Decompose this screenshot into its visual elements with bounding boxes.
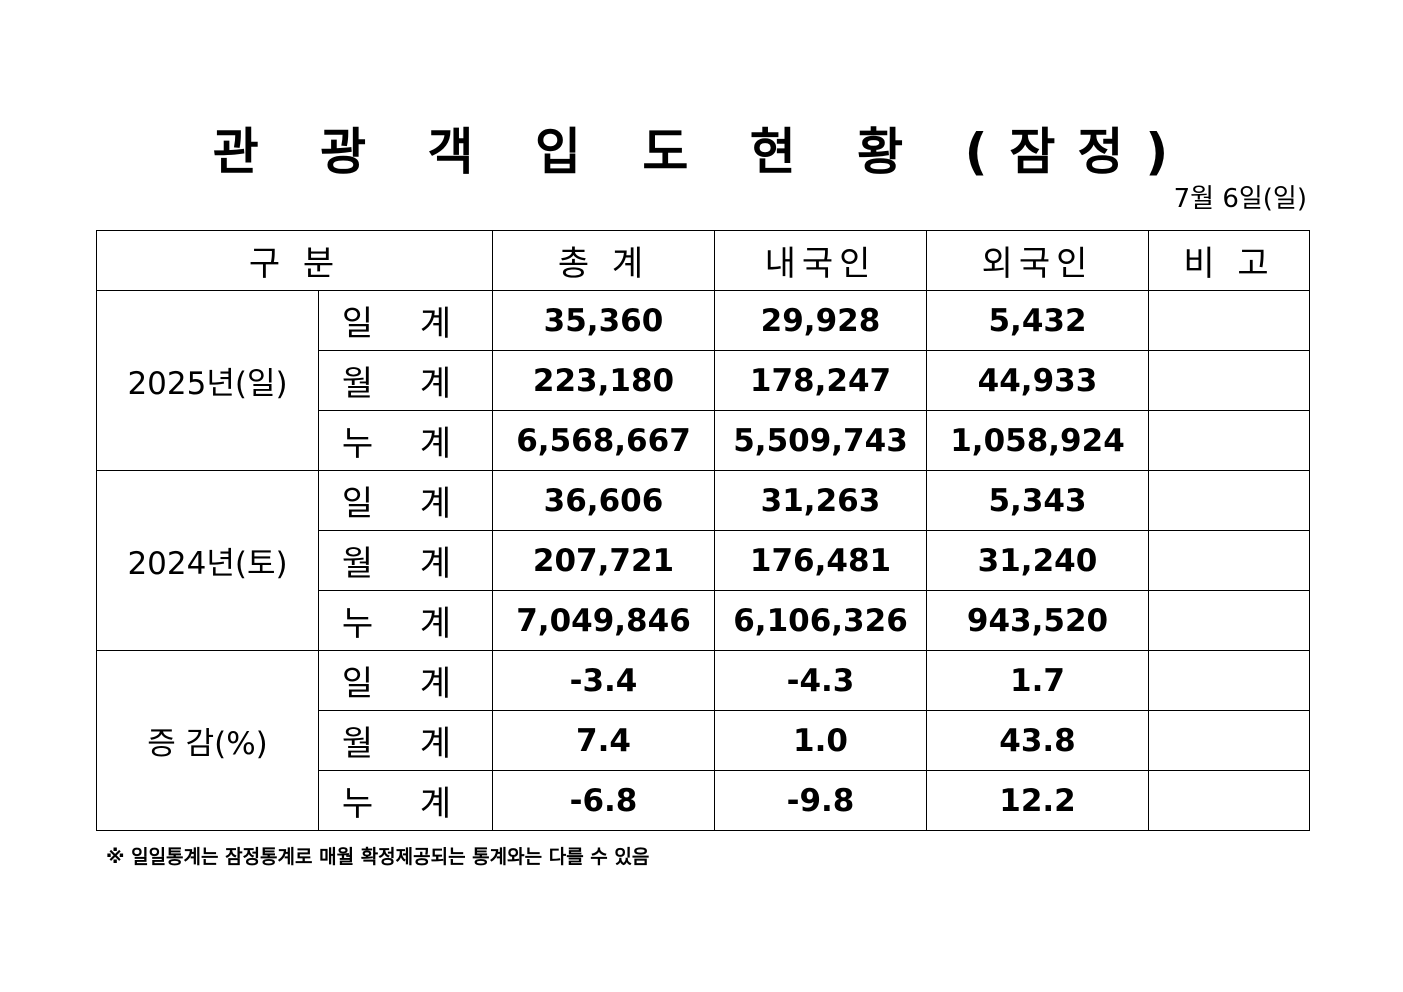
tourist-stats-table: 구 분 총 계 내국인 외국인 비 고 2025년(일) 일 계 35,360 … — [96, 230, 1310, 831]
cell-total: 6,568,667 — [492, 410, 715, 471]
cell-total: 36,606 — [492, 470, 715, 531]
table-row: 2024년(토) 일 계 36,606 31,263 5,343 — [96, 470, 1310, 651]
cell-remarks — [1148, 350, 1310, 411]
table-row: 월 계 7.4 1.0 43.8 — [97, 710, 1310, 771]
cell-total: 7,049,846 — [492, 590, 715, 651]
table-row: 누 계 -6.8 -9.8 12.2 — [97, 770, 1310, 831]
table-row: 증 감(%) 일 계 -3.4 -4.3 1.7 — [96, 650, 1310, 831]
cell-domestic: 176,481 — [714, 530, 927, 591]
row-label: 일 계 — [318, 290, 493, 351]
cell-foreign: 5,343 — [926, 470, 1149, 531]
header-category: 구 분 — [96, 230, 493, 291]
group-label-change: 증 감(%) — [96, 650, 319, 831]
row-label: 누 계 — [318, 590, 493, 651]
cell-foreign: 43.8 — [926, 710, 1149, 771]
cell-remarks — [1148, 650, 1310, 711]
cell-foreign: 44,933 — [926, 350, 1149, 411]
cell-domestic: 5,509,743 — [714, 410, 927, 471]
header-total: 총 계 — [492, 230, 715, 291]
row-label: 월 계 — [318, 710, 493, 771]
cell-foreign: 5,432 — [926, 290, 1149, 351]
row-label: 누 계 — [318, 410, 493, 471]
header-foreign: 외국인 — [926, 230, 1149, 291]
cell-remarks — [1148, 770, 1310, 831]
footnote: ※ 일일통계는 잠정통계로 매월 확정제공되는 통계와는 다를 수 있음 — [106, 846, 650, 868]
cell-domestic: 29,928 — [714, 290, 927, 351]
row-label: 일 계 — [318, 650, 493, 711]
cell-total: 7.4 — [492, 710, 715, 771]
cell-total: 223,180 — [492, 350, 715, 411]
page-title: 관 광 객 입 도 현 황 (잠정) — [212, 123, 1191, 181]
header-remarks: 비 고 — [1148, 230, 1310, 291]
cell-foreign: 31,240 — [926, 530, 1149, 591]
cell-foreign: 943,520 — [926, 590, 1149, 651]
table-row: 월 계 207,721 176,481 31,240 — [97, 530, 1310, 591]
table-row: 누 계 7,049,846 6,106,326 943,520 — [97, 590, 1310, 651]
row-label: 월 계 — [318, 530, 493, 591]
cell-total: 207,721 — [492, 530, 715, 591]
table-row: 누 계 6,568,667 5,509,743 1,058,924 — [97, 410, 1310, 471]
cell-total: 35,360 — [492, 290, 715, 351]
cell-remarks — [1148, 590, 1310, 651]
report-date: 7월 6일(일) — [1173, 184, 1307, 214]
cell-remarks — [1148, 470, 1310, 531]
table-header-row: 구 분 총 계 내국인 외국인 비 고 — [96, 230, 1310, 291]
header-domestic: 내국인 — [714, 230, 927, 291]
row-label: 누 계 — [318, 770, 493, 831]
cell-total: -6.8 — [492, 770, 715, 831]
table-row: 2025년(일) 일 계 35,360 29,928 5,432 — [96, 290, 1310, 471]
cell-domestic: 1.0 — [714, 710, 927, 771]
cell-domestic: 178,247 — [714, 350, 927, 411]
cell-remarks — [1148, 530, 1310, 591]
row-label: 일 계 — [318, 470, 493, 531]
group-label-2024: 2024년(토) — [96, 470, 319, 651]
cell-foreign: 1,058,924 — [926, 410, 1149, 471]
cell-domestic: -9.8 — [714, 770, 927, 831]
cell-total: -3.4 — [492, 650, 715, 711]
group-label-2025: 2025년(일) — [96, 290, 319, 471]
cell-remarks — [1148, 290, 1310, 351]
cell-foreign: 1.7 — [926, 650, 1149, 711]
cell-remarks — [1148, 710, 1310, 771]
cell-foreign: 12.2 — [926, 770, 1149, 831]
row-label: 월 계 — [318, 350, 493, 411]
cell-domestic: 6,106,326 — [714, 590, 927, 651]
cell-domestic: 31,263 — [714, 470, 927, 531]
cell-domestic: -4.3 — [714, 650, 927, 711]
cell-remarks — [1148, 410, 1310, 471]
